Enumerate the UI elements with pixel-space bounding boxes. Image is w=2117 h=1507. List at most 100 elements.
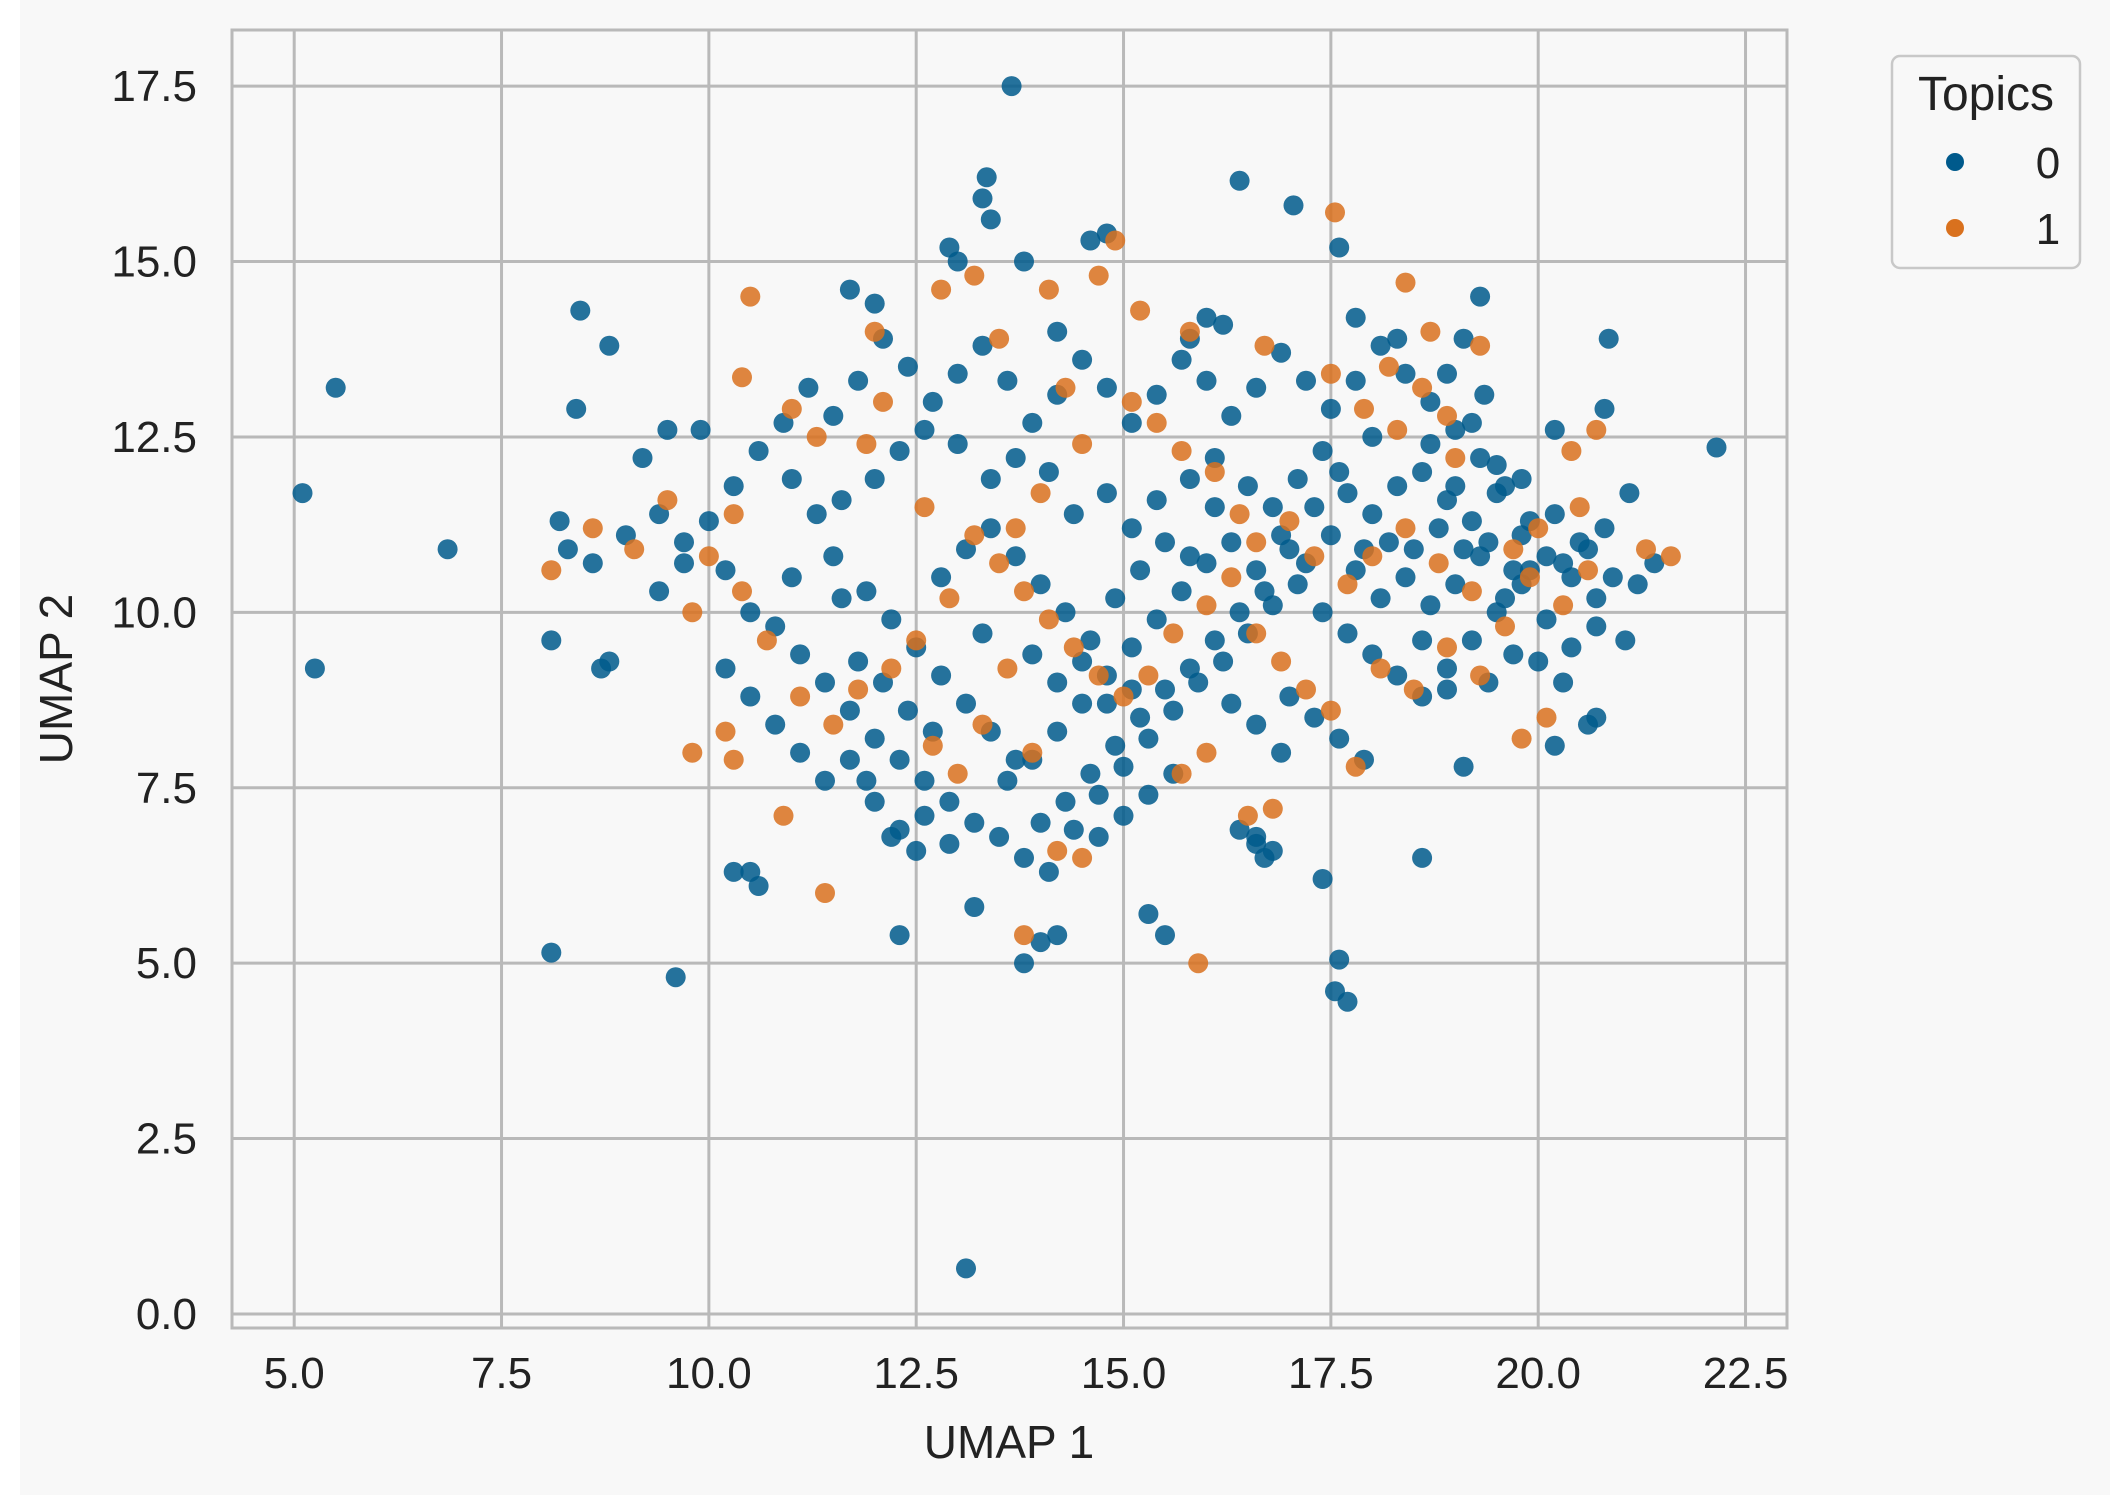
scatter-point — [1213, 314, 1234, 335]
scatter-point — [740, 686, 761, 707]
scatter-point — [682, 602, 703, 623]
scatter-point — [881, 658, 902, 679]
scatter-point — [1221, 567, 1242, 588]
y-axis-label: UMAP 2 — [30, 594, 82, 764]
scatter-point — [914, 419, 935, 440]
scatter-point — [914, 770, 935, 791]
y-tick-label: 5.0 — [136, 939, 197, 988]
scatter-point — [1088, 665, 1109, 686]
scatter-point — [1096, 693, 1117, 714]
scatter-point — [1420, 321, 1441, 342]
scatter-point — [947, 763, 968, 784]
scatter-point — [1453, 539, 1474, 560]
scatter-point — [1047, 672, 1068, 693]
scatter-point — [1561, 637, 1582, 658]
scatter-point — [1470, 335, 1491, 356]
scatter-point — [1594, 398, 1615, 419]
scatter-point — [839, 700, 860, 721]
scatter-point — [1378, 532, 1399, 553]
scatter-point — [1179, 658, 1200, 679]
scatter-point — [1461, 511, 1482, 532]
scatter-point — [1221, 693, 1242, 714]
scatter-point — [1387, 328, 1408, 349]
legend-box — [1890, 54, 2082, 270]
scatter-point — [1279, 539, 1300, 560]
scatter-point — [1246, 560, 1267, 581]
scatter-point — [1362, 546, 1383, 567]
scatter-point — [1636, 539, 1656, 560]
scatter-point — [1130, 707, 1151, 728]
scatter-point — [1470, 286, 1491, 307]
scatter-point — [1204, 462, 1225, 482]
scatter-point — [1088, 784, 1109, 805]
scatter-point — [1461, 630, 1482, 651]
y-tick-label: 0.0 — [136, 1290, 197, 1339]
legend-marker-1 — [1946, 219, 1964, 237]
scatter-point — [1553, 553, 1574, 574]
scatter-point — [1237, 805, 1258, 826]
scatter-point — [1528, 518, 1549, 539]
y-tick-label: 17.5 — [111, 62, 197, 111]
scatter-point — [1113, 805, 1134, 826]
scatter-point — [1038, 462, 1059, 482]
scatter-point — [1171, 581, 1192, 602]
scatter-point — [1412, 377, 1433, 398]
scatter-point — [1586, 588, 1607, 609]
scatter-point — [1038, 279, 1059, 300]
scatter-point — [922, 735, 943, 756]
scatter-point — [1320, 398, 1341, 419]
scatter-point — [292, 483, 313, 504]
scatter-point — [781, 398, 802, 419]
scatter-point — [1503, 560, 1524, 581]
scatter-point — [1055, 791, 1076, 812]
scatter-point — [939, 791, 960, 812]
scatter-point — [1536, 707, 1557, 728]
scatter-point — [1325, 202, 1345, 223]
scatter-point — [1262, 497, 1283, 518]
scatter-point — [1005, 448, 1026, 468]
y-tick-label: 7.5 — [136, 764, 197, 813]
scatter-point — [657, 419, 678, 440]
scatter-point — [831, 490, 852, 511]
scatter-point — [1329, 462, 1350, 482]
scatter-point — [1598, 328, 1619, 349]
scatter-point — [1138, 665, 1159, 686]
scatter-point — [1163, 700, 1184, 721]
scatter-point — [1130, 560, 1151, 581]
scatter-point — [1171, 349, 1192, 370]
x-tick-label: 20.0 — [1495, 1349, 1581, 1398]
scatter-point — [906, 630, 927, 651]
scatter-point — [914, 805, 935, 826]
scatter-point — [864, 469, 885, 489]
scatter-point — [815, 883, 835, 903]
scatter-point — [781, 469, 802, 489]
legend-marker-0 — [1946, 153, 1964, 171]
legend-label-0: 0 — [2036, 139, 2060, 188]
scatter-point — [1470, 448, 1491, 468]
scatter-point — [1437, 363, 1457, 384]
scatter-point — [1138, 904, 1159, 924]
scatter-point — [1080, 763, 1101, 784]
scatter-point — [1660, 546, 1681, 567]
scatter-point — [649, 581, 670, 602]
scatter-point — [582, 518, 603, 539]
scatter-point — [715, 658, 736, 679]
scatter-point — [1470, 665, 1491, 686]
scatter-point — [1437, 679, 1457, 700]
scatter-point — [624, 539, 645, 560]
scatter-point — [964, 525, 985, 546]
scatter-point — [1544, 419, 1565, 440]
scatter-point — [856, 581, 877, 602]
scatter-point — [1105, 588, 1126, 609]
plot-frame — [230, 28, 1789, 1330]
scatter-point — [1312, 869, 1333, 889]
scatter-point — [1022, 742, 1043, 763]
scatter-point — [599, 335, 620, 356]
scatter-point — [1254, 581, 1275, 602]
scatter-point — [922, 721, 943, 742]
scatter-point — [1005, 518, 1026, 539]
scatter-point — [1121, 518, 1142, 539]
legend-label-1: 1 — [2036, 205, 2060, 254]
scatter-point — [947, 434, 968, 454]
scatter-point — [1337, 623, 1358, 644]
